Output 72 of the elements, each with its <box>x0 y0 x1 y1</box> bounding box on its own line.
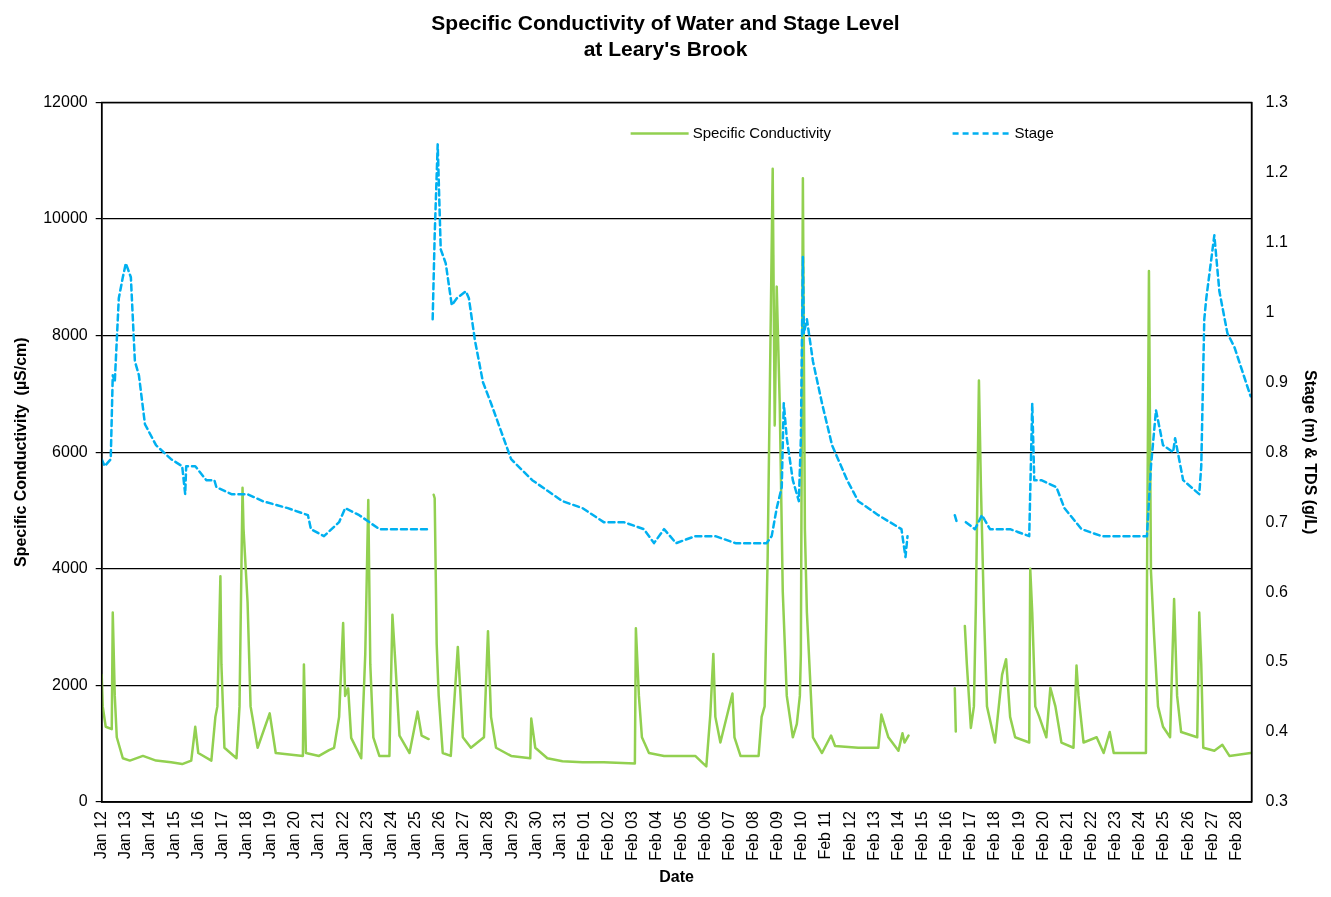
x-tick-label: Jan 19 <box>261 810 279 860</box>
x-tick-label: Feb 03 <box>623 810 641 861</box>
x-tick-label: Jan 16 <box>188 810 206 860</box>
x-tick-label: Jan 24 <box>381 810 399 860</box>
x-tick-label: Feb 16 <box>937 810 955 861</box>
x-tick-label: Feb 02 <box>599 810 617 861</box>
x-tick-label: Jan 18 <box>236 810 254 860</box>
x-tick-label: Feb 28 <box>1226 810 1244 861</box>
x-tick-label: Jan 13 <box>116 810 134 860</box>
x-tick-label: Jan 29 <box>502 810 520 860</box>
x-tick-label: Feb 11 <box>816 810 834 860</box>
y2-tick-label: 1.2 <box>1265 162 1288 180</box>
x-axis-title: Date <box>659 867 695 885</box>
x-tick-label: Feb 01 <box>574 810 592 861</box>
x-tick-label: Feb 12 <box>840 810 858 861</box>
y2-tick-label: 0.8 <box>1265 442 1288 460</box>
y-axis-title: Specific Conductivity (µS/cm) <box>12 337 30 568</box>
x-tick-label: Feb 25 <box>1154 810 1172 861</box>
x-tick-label: Feb 19 <box>1009 810 1027 861</box>
x-tick-label: Jan 12 <box>92 810 110 860</box>
x-tick-label: Feb 22 <box>1082 810 1100 861</box>
y-tick-label: 8000 <box>52 326 88 343</box>
y2-axis-title: Stage (m) & TDS (g/L) <box>1301 369 1319 535</box>
x-tick-label: Jan 27 <box>454 810 472 860</box>
legend-label: Stage <box>1014 123 1054 141</box>
x-tick-label: Feb 24 <box>1130 810 1148 861</box>
y2-tick-label: 1.1 <box>1265 232 1288 250</box>
y2-tick-label: 0.9 <box>1265 372 1288 390</box>
y-tick-label: 4000 <box>52 559 88 577</box>
y2-tick-label: 0.6 <box>1265 582 1288 600</box>
x-tick-label: Jan 31 <box>550 810 568 860</box>
x-tick-label: Jan 25 <box>405 810 423 860</box>
x-tick-label: Jan 17 <box>212 810 230 860</box>
y2-tick-label: 1.3 <box>1265 92 1288 110</box>
x-tick-label: Jan 23 <box>357 810 375 860</box>
y2-tick-label: 0.4 <box>1265 722 1288 740</box>
x-tick-label: Feb 20 <box>1033 810 1051 861</box>
y2-tick-label: 0.5 <box>1265 652 1288 670</box>
x-tick-label: Feb 06 <box>695 810 713 861</box>
x-tick-label: Feb 09 <box>768 810 786 861</box>
y2-tick-label: 0.7 <box>1265 512 1288 530</box>
x-tick-label: Jan 15 <box>164 810 182 860</box>
y2-tick-label: 1 <box>1265 302 1275 320</box>
x-tick-label: Feb 13 <box>864 810 882 861</box>
y-tick-label: 6000 <box>52 442 88 460</box>
legend-label: Specific Conductivity <box>692 123 832 141</box>
x-tick-label: Feb 23 <box>1106 810 1124 861</box>
x-tick-label: Feb 07 <box>719 810 737 861</box>
x-tick-label: Jan 26 <box>430 810 448 860</box>
x-tick-label: Feb 14 <box>888 810 906 861</box>
x-tick-label: Feb 08 <box>743 810 761 861</box>
x-tick-label: Jan 28 <box>478 810 496 860</box>
x-tick-label: Jan 22 <box>333 810 351 860</box>
x-tick-label: Feb 18 <box>985 810 1003 861</box>
x-tick-label: Feb 21 <box>1057 810 1075 861</box>
x-tick-label: Jan 20 <box>285 810 303 860</box>
x-tick-label: Feb 17 <box>961 810 979 861</box>
y2-tick-label: 0.3 <box>1265 792 1288 810</box>
x-tick-label: Feb 05 <box>671 810 689 861</box>
x-tick-label: Feb 10 <box>792 810 810 861</box>
y-tick-label: 0 <box>78 792 88 810</box>
chart-title: Specific Conductivity of Water and Stage Level at Leary's Brook <box>431 11 900 60</box>
x-tick-label: Jan 14 <box>140 810 158 860</box>
x-tick-label: Feb 27 <box>1202 810 1220 861</box>
x-tick-label: Jan 21 <box>309 810 327 860</box>
y-tick-label: 10000 <box>43 209 88 227</box>
y-tick-label: 2000 <box>52 675 88 693</box>
x-tick-label: Feb 04 <box>647 810 665 861</box>
x-tick-label: Feb 26 <box>1178 810 1196 861</box>
y-tick-label: 12000 <box>43 92 88 110</box>
x-tick-label: Feb 15 <box>913 810 930 861</box>
x-tick-label: Jan 30 <box>526 810 544 860</box>
